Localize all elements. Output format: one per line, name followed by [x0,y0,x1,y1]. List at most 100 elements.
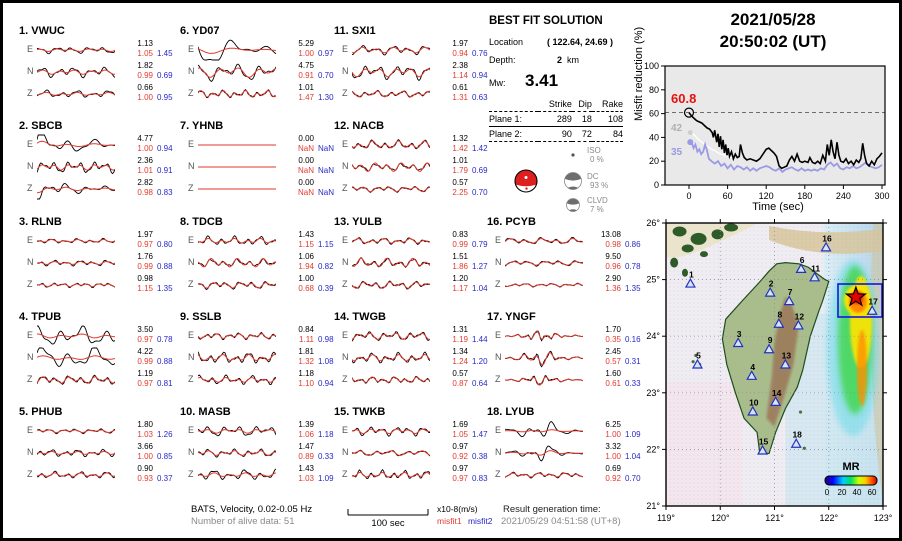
result-time-value: 2021/05/29 04:51:58 (UT+8) [501,516,621,527]
trace-row: E 1.39 1.06 1.18 [180,420,342,442]
misfit-series-2 [688,131,734,159]
station-marker: 1 [684,270,696,288]
misfit1-value: 0.35 [605,335,621,344]
component-label: E [27,44,34,54]
misfit2-value: 0.37 [157,474,173,483]
station-block: 16. PCYB E 13.08 0.98 0.86 N 9.50 0.96 0.78 Z 2.90… [487,216,649,310]
event-datetime: 2021/05/28 20:50:02 (UT) [648,9,898,53]
component-label: Z [342,469,348,479]
waveform-plot [352,44,430,56]
misfit1-value: 1.00 [605,430,621,439]
misfit1-value: 1.94 [298,262,314,271]
station-title: 15. TWKB [334,406,386,418]
misfit1-value: 1.17 [452,284,468,293]
clvd-icon [566,198,580,212]
trace-row: N 2.38 1.14 0.94 [334,61,496,83]
waveform-plot [505,282,583,288]
location-value: ( 122.64, 24.69 ) [547,37,614,47]
observed-amplitude: 1.97 [137,230,153,239]
trace-row: Z 1.01 1.47 1.30 [180,83,342,105]
component-label: N [342,161,349,171]
waveform-plot [505,260,583,267]
observed-amplitude: 1.81 [298,347,314,356]
station-marker: 4 [746,362,758,380]
station-marker-number: 7 [788,287,793,297]
misfit2-value: 1.44 [472,335,488,344]
waveform-plot [37,259,115,267]
trace-row: E 1.80 1.03 1.26 [19,420,181,442]
misfit1-value: 1.11 [299,335,314,344]
observed-amplitude: 1.43 [298,464,314,473]
observed-amplitude: 2.36 [137,156,153,165]
station-title: 1. VWUC [19,25,65,37]
station-title: 4. TPUB [19,311,62,323]
misfit1-value: 1.03 [137,430,153,439]
trace-row: E 0.84 1.11 0.98 [180,325,342,347]
svg-text:123°: 123° [874,513,893,523]
component-label: N [188,447,195,457]
component-label: Z [188,374,194,384]
trace-row: N 1.51 1.86 1.27 [334,252,496,274]
misfit2-value: 0.16 [625,335,641,344]
station-marker: 13 [779,351,791,369]
station-block: 15. TWKB E 1.69 1.05 1.47 N 0.97 0.92 0.38 Z 0.97 0… [334,406,496,500]
misfit-x-axis-label: Time (sec) [752,201,804,213]
trace-row: N 0.97 0.92 0.38 [334,442,496,464]
station-marker-number: 5 [696,351,701,361]
component-label: N [342,66,349,76]
depth-label: Depth: [489,55,516,65]
waveform-plot [352,186,430,193]
waveform-plot [352,375,430,384]
component-label: N [188,66,195,76]
trace-row: Z 0.57 2.25 0.70 [334,178,496,200]
misfit1-value: 1.05 [452,430,468,439]
colorbar-tick: 20 [838,488,847,497]
station-marker: 9 [763,335,775,354]
amplitude-unit: x10-8(m/s) [437,504,478,514]
trace-row: N 1.47 0.89 0.33 [180,442,342,464]
waveform-plot [198,257,276,268]
misfit1-value: 0.99 [137,357,153,366]
misfit1-value: 0.91 [298,71,314,80]
station-block: 14. TWGB E 1.31 1.19 1.44 N 1.34 1.24 1.20 Z 0.57 0… [334,311,496,405]
observed-amplitude: 1.43 [298,230,314,239]
waveform-plot [352,257,430,268]
station-block: 4. TPUB E 3.50 0.97 0.78 N 4.22 0.99 0.88 Z 1.19 0.… [19,311,181,405]
component-label: N [27,447,34,457]
trace-row: Z 2.90 1.36 1.35 [487,274,649,296]
station-marker: 15 [757,437,769,455]
station-title: 8. TDCB [180,216,223,228]
trace-row: Z 0.98 1.15 1.35 [19,274,181,296]
station-title: 14. TWGB [334,311,386,323]
misfit2-value: 0.83 [472,474,488,483]
waveform-plot [352,237,430,245]
best-fit-solution-panel: BEST FIT SOLUTION Location ( 122.64, 24.… [489,15,629,142]
station-block: 2. SBCB E 4.77 1.00 0.94 N 2.36 1.01 0.91 Z 2.82 0.… [19,120,181,214]
svg-text:100: 100 [644,61,659,71]
observed-amplitude: 1.06 [298,252,314,261]
observed-amplitude: 5.29 [298,39,314,48]
misfit1-value: 0.94 [452,49,468,58]
component-label: Z [342,88,348,98]
location-label: Location [489,37,524,47]
misfit1-value: 0.99 [137,262,153,271]
misfit1-value: 1.00 [298,49,314,58]
misfit1-value: 0.97 [137,335,153,344]
trace-row: Z 0.61 1.31 0.63 [334,83,496,105]
plane-col-spacer [489,97,538,112]
waveform-plot [352,351,430,364]
station-marker: 17 [866,297,878,315]
waveform-plot [37,347,115,368]
svg-text:180: 180 [797,191,812,201]
svg-text:120°: 120° [711,513,730,523]
observed-amplitude: 3.32 [605,442,621,451]
plane2-label: Plane 2: [489,126,538,142]
station-block: 11. SXI1 E 1.97 0.94 0.76 N 2.38 1.14 0.94 Z 0.61 1… [334,25,496,119]
component-label: N [188,161,195,171]
misfit2-value: 0.33 [625,379,641,388]
station-block: 9. SSLB E 0.84 1.11 0.98 N 1.81 1.32 1.08 Z 1.18 1.… [180,311,342,405]
misfit1-value: 1.42 [452,144,468,153]
misfit2-value: 0.39 [318,284,334,293]
component-label: N [342,447,349,457]
time-scalebar [347,509,429,516]
